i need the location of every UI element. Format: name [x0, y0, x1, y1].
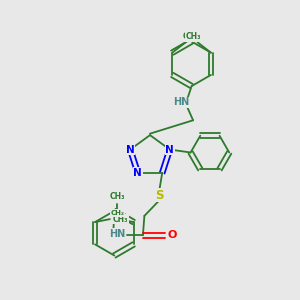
Text: CH₂: CH₂	[110, 210, 124, 216]
Text: CH₃: CH₃	[110, 192, 125, 201]
Text: CH₃: CH₃	[182, 32, 198, 41]
Text: N: N	[126, 145, 135, 154]
Text: CH₃: CH₃	[185, 32, 201, 41]
Text: HN: HN	[110, 229, 126, 239]
Text: N: N	[165, 145, 174, 154]
Text: O: O	[168, 230, 177, 240]
Text: S: S	[155, 189, 164, 202]
Text: HN: HN	[173, 98, 189, 107]
Text: N: N	[134, 168, 142, 178]
Text: CH₃: CH₃	[112, 214, 128, 224]
